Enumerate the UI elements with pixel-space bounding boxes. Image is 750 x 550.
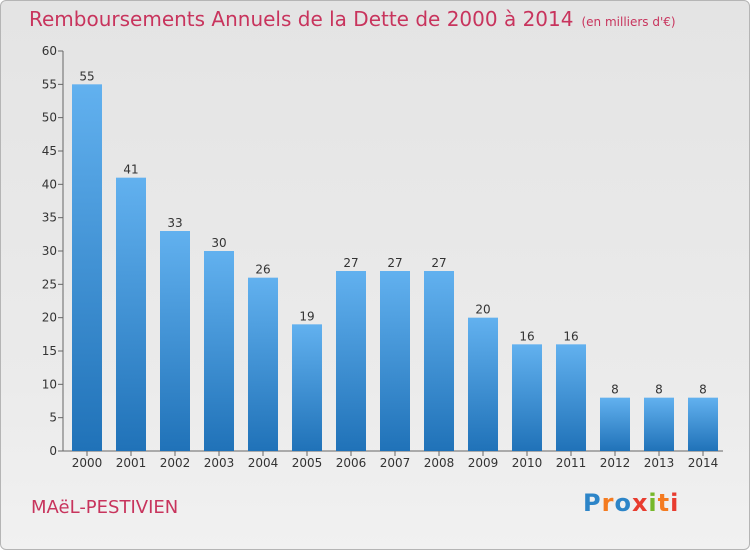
bar bbox=[72, 84, 102, 451]
x-tick-label: 2007 bbox=[380, 456, 411, 470]
bar-value-label: 27 bbox=[343, 256, 358, 270]
bar bbox=[248, 277, 278, 451]
x-tick-label: 2011 bbox=[556, 456, 587, 470]
y-tick-label: 35 bbox=[42, 211, 57, 225]
y-tick-label: 55 bbox=[42, 77, 57, 91]
bar-value-label: 30 bbox=[211, 236, 226, 250]
x-tick-label: 2000 bbox=[72, 456, 103, 470]
logo-letter: r bbox=[601, 489, 615, 517]
bar-value-label: 19 bbox=[299, 309, 314, 323]
chart-title-text: Remboursements Annuels de la Dette de 20… bbox=[29, 7, 574, 31]
chart-axes: 0 5 10 15 20 25 30 35 40 45 50 55 60 bbox=[42, 44, 723, 458]
bar bbox=[644, 397, 674, 451]
bar bbox=[424, 271, 454, 451]
logo-letter: t bbox=[657, 489, 671, 517]
bar-value-label: 8 bbox=[699, 383, 707, 397]
bar bbox=[160, 231, 190, 451]
commune-name: MAëL-PESTIVIEN bbox=[31, 497, 179, 518]
y-tick-label: 15 bbox=[42, 344, 57, 358]
bar-value-label: 55 bbox=[79, 69, 94, 83]
x-tick-label: 2010 bbox=[512, 456, 543, 470]
logo-letter: i bbox=[648, 489, 658, 517]
bar bbox=[512, 344, 542, 451]
bar bbox=[468, 317, 498, 451]
bar-value-label: 16 bbox=[519, 329, 534, 343]
bar bbox=[688, 397, 718, 451]
y-tick-label: 0 bbox=[49, 444, 57, 458]
x-tick-label: 2014 bbox=[688, 456, 719, 470]
bar bbox=[204, 251, 234, 451]
x-tick-label: 2004 bbox=[248, 456, 279, 470]
bar bbox=[600, 397, 630, 451]
chart-title: Remboursements Annuels de la Dette de 20… bbox=[29, 7, 676, 31]
x-tick-label: 2005 bbox=[292, 456, 323, 470]
bar bbox=[556, 344, 586, 451]
bar-value-label: 27 bbox=[387, 256, 402, 270]
x-tick-label: 2006 bbox=[336, 456, 367, 470]
y-tick-label: 5 bbox=[49, 411, 57, 425]
y-tick-label: 25 bbox=[42, 277, 57, 291]
bar bbox=[380, 271, 410, 451]
x-tick-label: 2013 bbox=[644, 456, 675, 470]
bar-value-label: 20 bbox=[475, 303, 490, 317]
y-tick-label: 40 bbox=[42, 177, 57, 191]
chart-unit: (en milliers d'€) bbox=[581, 15, 676, 29]
logo-letter: P bbox=[583, 489, 602, 517]
logo-letter: o bbox=[614, 489, 632, 517]
y-tick-label: 20 bbox=[42, 311, 57, 325]
y-tick-label: 45 bbox=[42, 144, 57, 158]
y-tick-label: 50 bbox=[42, 111, 57, 125]
bar bbox=[336, 271, 366, 451]
y-tick-label: 10 bbox=[42, 377, 57, 391]
bar-value-label: 33 bbox=[167, 216, 182, 230]
x-tick-label: 2009 bbox=[468, 456, 499, 470]
bar-value-label: 16 bbox=[563, 329, 578, 343]
logo-letter: i bbox=[670, 489, 680, 517]
bar-value-label: 27 bbox=[431, 256, 446, 270]
x-tick-label: 2001 bbox=[116, 456, 147, 470]
x-tick-label: 2003 bbox=[204, 456, 235, 470]
x-tick-label: 2012 bbox=[600, 456, 631, 470]
chart-bars: 55 2000 41 2001 33 2002 30 2003 26 2004 19 2005 27 20… bbox=[72, 69, 719, 470]
bar-value-label: 8 bbox=[655, 383, 663, 397]
proxiti-logo: Proxiti bbox=[583, 489, 679, 517]
bar-value-label: 8 bbox=[611, 383, 619, 397]
x-tick-label: 2002 bbox=[160, 456, 191, 470]
y-tick-label: 30 bbox=[42, 244, 57, 258]
bar-value-label: 26 bbox=[255, 263, 270, 277]
logo-letter: x bbox=[631, 489, 649, 517]
y-tick-label: 60 bbox=[42, 44, 57, 58]
bar bbox=[116, 177, 146, 451]
bar-value-label: 41 bbox=[123, 163, 138, 177]
bar bbox=[292, 324, 322, 451]
x-tick-label: 2008 bbox=[424, 456, 455, 470]
